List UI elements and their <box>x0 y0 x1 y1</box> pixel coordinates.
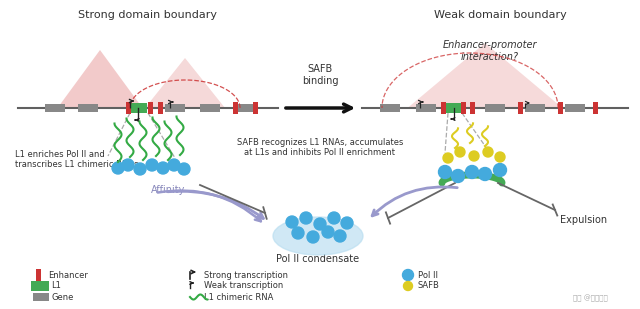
Bar <box>445 103 463 113</box>
Text: Weak domain boundary: Weak domain boundary <box>434 10 566 20</box>
Text: Affinity: Affinity <box>151 185 185 195</box>
Bar <box>165 104 185 112</box>
Text: Strong transcription: Strong transcription <box>204 270 288 280</box>
Text: SAFB
binding: SAFB binding <box>301 64 339 86</box>
Bar <box>200 104 220 112</box>
Polygon shape <box>145 58 225 108</box>
Bar <box>157 102 163 114</box>
Bar <box>129 103 147 113</box>
Text: Gene: Gene <box>51 293 74 302</box>
Bar <box>416 104 436 112</box>
Bar <box>235 104 255 112</box>
Circle shape <box>451 170 465 183</box>
Circle shape <box>493 163 506 176</box>
Circle shape <box>455 147 465 157</box>
Circle shape <box>178 163 190 175</box>
Bar <box>557 102 563 114</box>
Circle shape <box>322 226 334 238</box>
Circle shape <box>465 166 479 179</box>
Circle shape <box>403 269 413 281</box>
Ellipse shape <box>273 217 363 255</box>
Bar <box>45 104 65 112</box>
Bar <box>470 102 474 114</box>
Text: SAFB recognizes L1 RNAs, accumulates
at L1s and inhibits Pol II enrichment: SAFB recognizes L1 RNAs, accumulates at … <box>237 138 403 157</box>
Circle shape <box>483 147 493 157</box>
Bar <box>35 269 40 281</box>
Circle shape <box>341 217 353 229</box>
Polygon shape <box>408 43 563 108</box>
Circle shape <box>495 152 505 162</box>
Text: Pol II condensate: Pol II condensate <box>276 254 360 264</box>
Circle shape <box>403 281 413 290</box>
Bar <box>593 102 598 114</box>
Text: Weak transcription: Weak transcription <box>204 281 284 290</box>
Circle shape <box>479 167 492 180</box>
Text: L1 chimeric RNA: L1 chimeric RNA <box>204 293 273 302</box>
Circle shape <box>122 159 134 171</box>
Bar <box>78 104 98 112</box>
Text: SAFB: SAFB <box>418 281 440 290</box>
Circle shape <box>286 216 298 228</box>
Polygon shape <box>58 50 143 108</box>
Bar <box>485 104 505 112</box>
Bar <box>253 102 257 114</box>
Circle shape <box>443 153 453 163</box>
Circle shape <box>314 218 326 230</box>
Text: L1 enriches Pol II and
transcribes L1 chimeric RNAs: L1 enriches Pol II and transcribes L1 ch… <box>15 150 138 169</box>
Circle shape <box>438 166 451 179</box>
Text: Enhancer-promoter
interaction?: Enhancer-promoter interaction? <box>443 40 537 61</box>
Bar <box>147 102 152 114</box>
Bar <box>565 104 585 112</box>
Bar <box>440 102 445 114</box>
Circle shape <box>334 230 346 242</box>
Bar <box>31 281 49 291</box>
Text: Enhancer: Enhancer <box>48 270 88 280</box>
Bar <box>33 293 49 301</box>
Circle shape <box>134 163 146 175</box>
Circle shape <box>328 212 340 224</box>
Bar <box>232 102 237 114</box>
Bar <box>125 102 131 114</box>
Circle shape <box>300 212 312 224</box>
Text: Pol II: Pol II <box>418 270 438 280</box>
Text: L1: L1 <box>51 281 61 290</box>
Circle shape <box>168 159 180 171</box>
Bar <box>461 102 465 114</box>
Bar <box>525 104 545 112</box>
Text: Expulsion: Expulsion <box>560 215 607 225</box>
Text: Strong domain boundary: Strong domain boundary <box>79 10 218 20</box>
Circle shape <box>292 227 304 239</box>
Bar <box>518 102 522 114</box>
Text: 头条 @清华大学: 头条 @清华大学 <box>573 295 607 302</box>
Circle shape <box>146 159 158 171</box>
Circle shape <box>469 151 479 161</box>
Bar <box>380 104 400 112</box>
Circle shape <box>157 162 169 174</box>
Circle shape <box>307 231 319 243</box>
Circle shape <box>112 162 124 174</box>
